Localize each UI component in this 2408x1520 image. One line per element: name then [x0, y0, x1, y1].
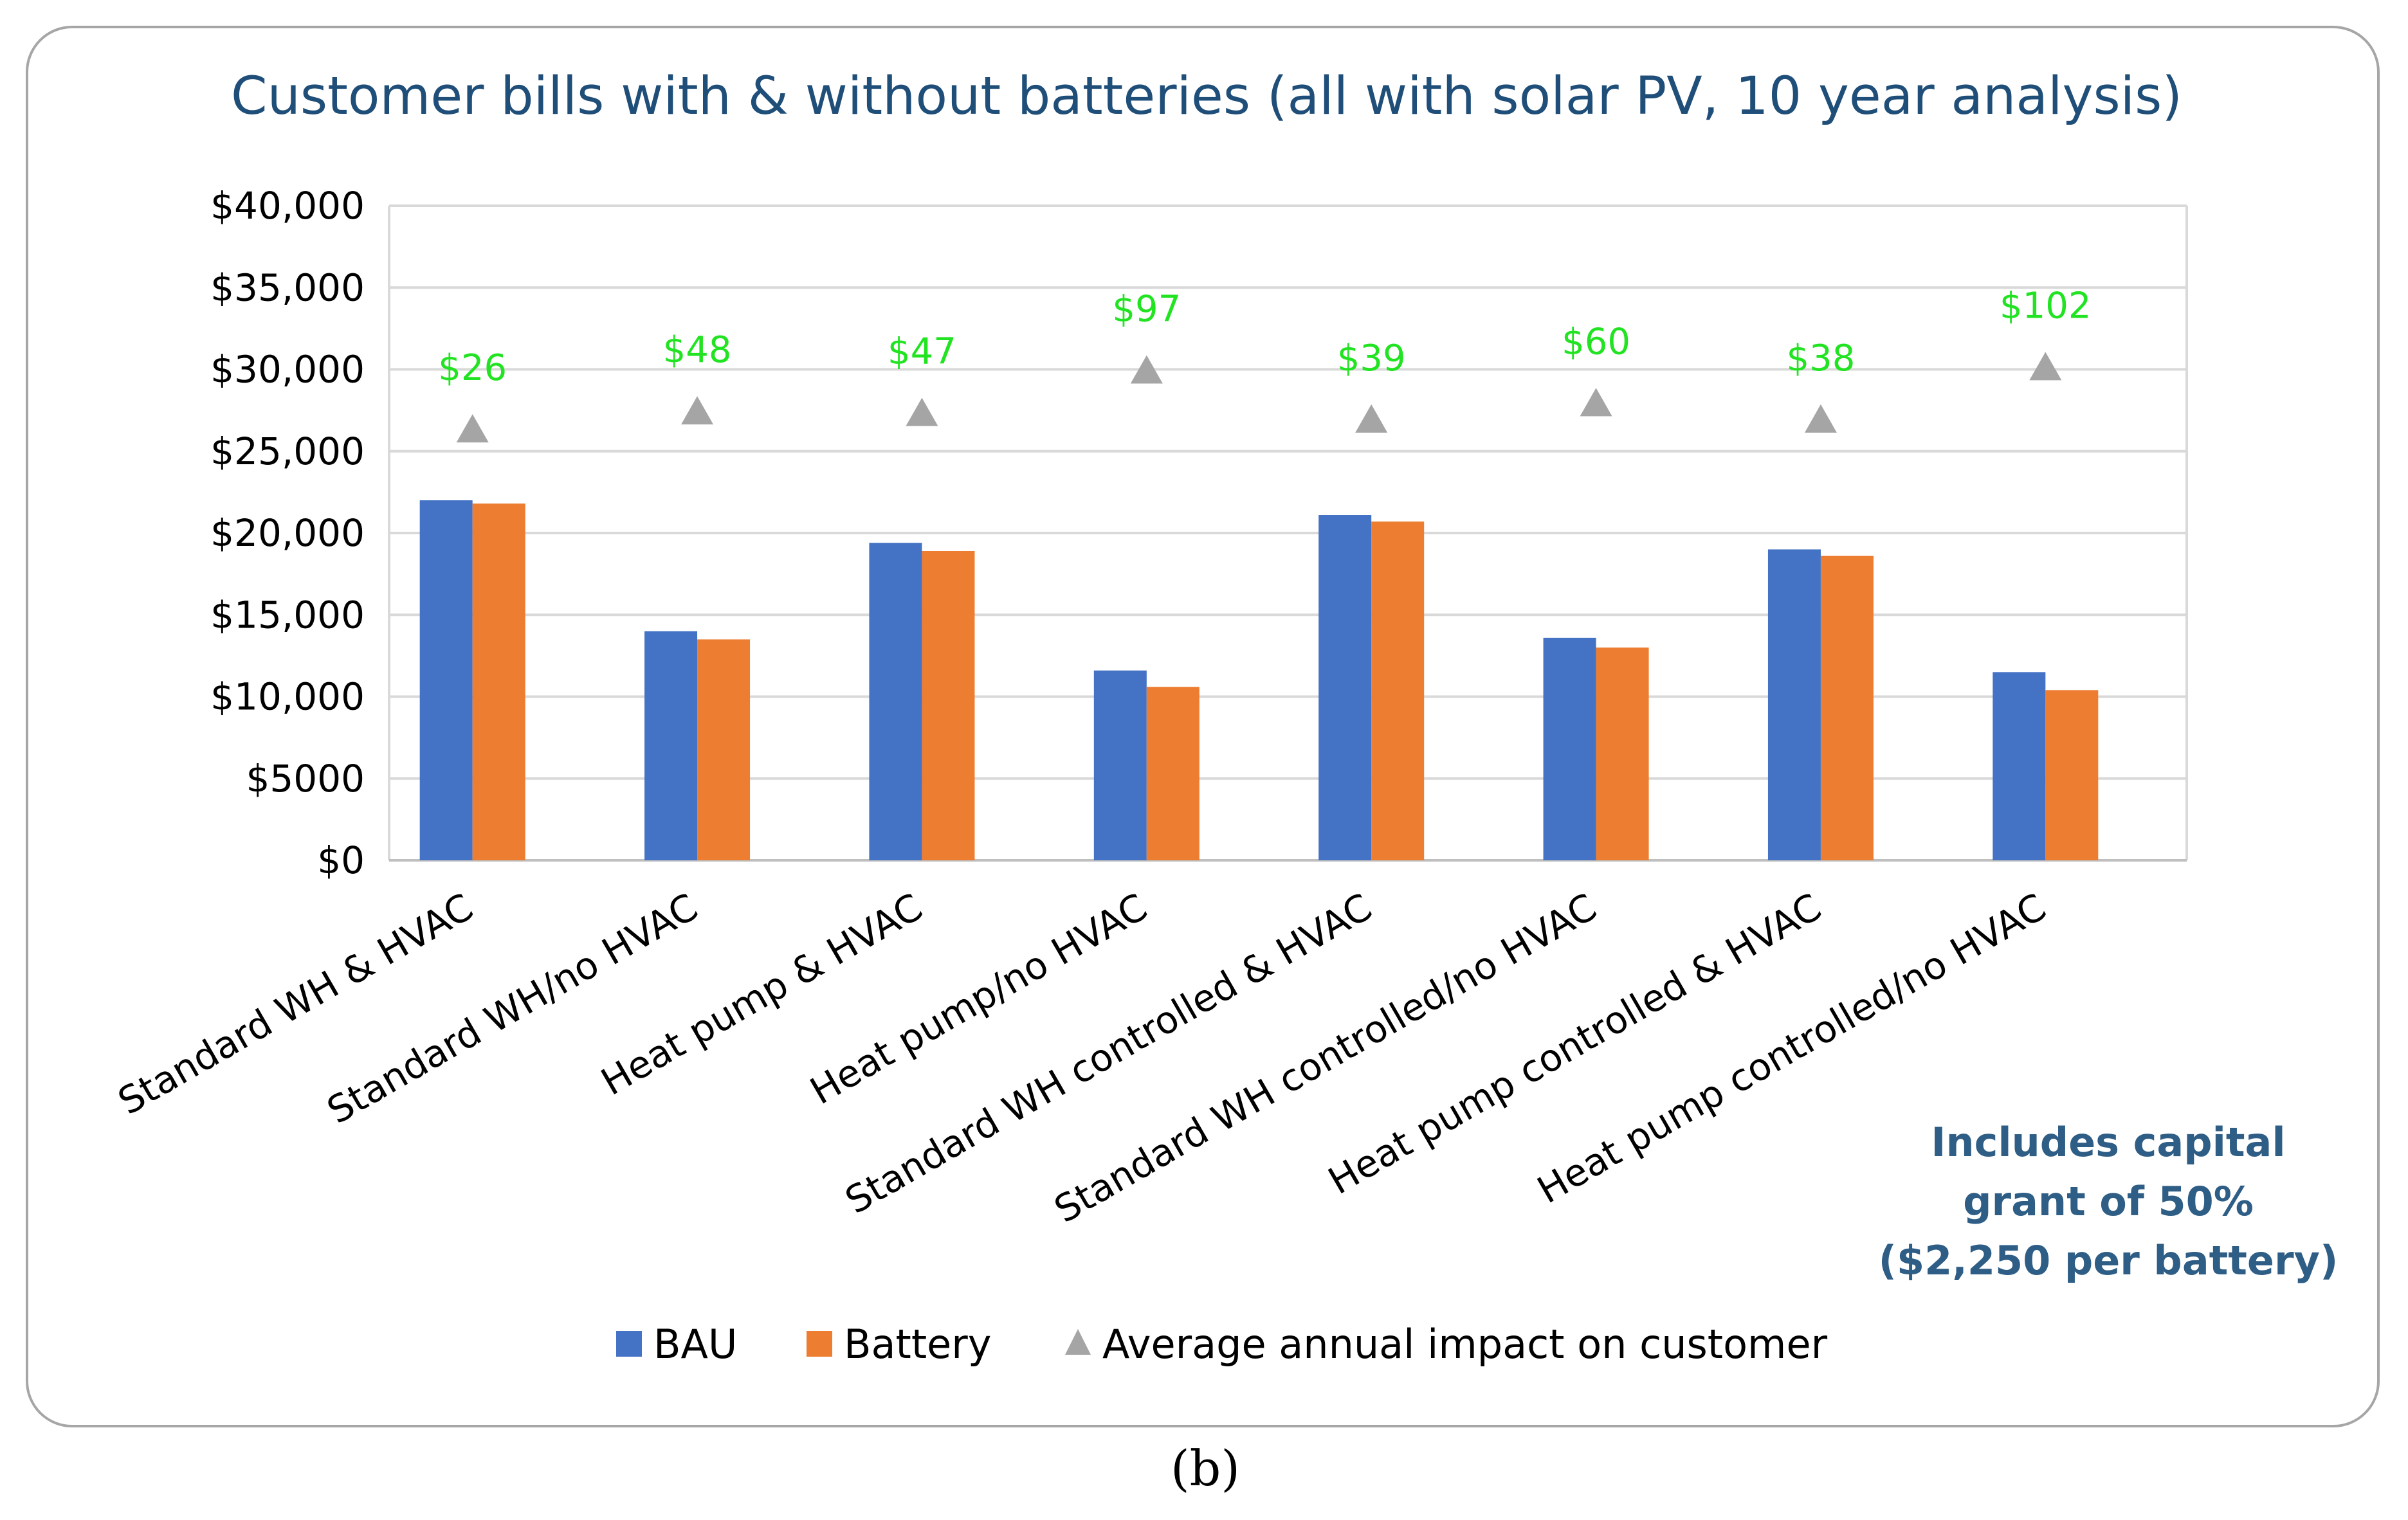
chart-frame — [26, 26, 2380, 1427]
y-tick-label: $20,000 — [210, 511, 365, 555]
legend-label: Battery — [844, 1321, 991, 1368]
impact-triangle-marker — [1580, 388, 1612, 417]
legend-swatch-triangle — [1065, 1329, 1091, 1355]
bar-bau — [419, 500, 473, 860]
impact-data-label: $97 — [1112, 289, 1181, 330]
impact-data-label: $38 — [1786, 338, 1855, 379]
impact-data-label: $102 — [2000, 285, 2092, 327]
legend-swatch-bau — [616, 1331, 642, 1357]
bar-bau — [1993, 672, 2046, 860]
impact-triangle-marker — [1804, 404, 1837, 433]
bar-bau — [644, 631, 698, 860]
bar-bau — [1093, 670, 1147, 860]
legend: BAU Battery Average annual impact on custo… — [616, 1321, 1828, 1368]
legend-label: BAU — [653, 1321, 737, 1368]
y-tick-label: $10,000 — [210, 675, 365, 719]
x-tick-label: Standard WH/no HVAC — [320, 885, 705, 1132]
y-tick-label: $40,000 — [210, 184, 365, 228]
bar-bau — [869, 543, 922, 860]
y-tick-label: $15,000 — [210, 593, 365, 637]
bar-bau — [1543, 637, 1596, 860]
bar-battery — [697, 639, 751, 860]
impact-data-label: $47 — [888, 331, 956, 373]
bar-battery — [1371, 521, 1425, 860]
note-line: grant of 50% — [1963, 1178, 2254, 1225]
figure-caption: (b) — [1171, 1440, 1240, 1497]
impact-triangle-marker — [456, 414, 489, 443]
impact-data-label: $48 — [663, 329, 732, 371]
bar-battery — [1146, 687, 1199, 860]
bars — [419, 500, 2099, 860]
impact-data-label: $26 — [438, 347, 507, 389]
bar-battery — [922, 550, 975, 860]
impact-markers — [456, 352, 2062, 443]
impact-triangle-marker — [1355, 404, 1388, 433]
note-line: ($2,250 per battery) — [1879, 1237, 2339, 1284]
chart-title: Customer bills with & without batteries … — [231, 66, 2182, 127]
legend-label: Average annual impact on customer — [1102, 1321, 1828, 1368]
impact-triangle-marker — [681, 396, 714, 425]
y-axis: $0 $5000 $10,000 $15,000 $20,000 $25,000 $30,0… — [210, 184, 365, 882]
impact-triangle-marker — [1130, 355, 1163, 384]
impact-data-label: $39 — [1337, 338, 1406, 379]
bar-battery — [1820, 556, 1874, 860]
x-tick-label: Standard WH & HVAC — [111, 885, 480, 1123]
bar-bau — [1318, 515, 1372, 860]
bar-battery — [1596, 647, 1649, 860]
impact-triangle-marker — [906, 397, 938, 426]
note-line: Includes capital — [1931, 1119, 2285, 1166]
y-tick-label: $0 — [317, 838, 365, 882]
bar-battery — [2045, 690, 2099, 860]
impact-triangle-marker — [2029, 352, 2062, 381]
y-tick-label: $5000 — [246, 757, 365, 801]
data-labels: $26 $48 $47 $97 $39 $60 $38 $102 — [438, 285, 2091, 389]
y-tick-label: $35,000 — [210, 266, 365, 309]
y-tick-label: $25,000 — [210, 430, 365, 473]
y-tick-label: $30,000 — [210, 348, 365, 392]
bar-bau — [1767, 549, 1821, 860]
capital-grant-note: Includes capital grant of 50% ($2,250 per … — [1879, 1119, 2339, 1284]
bar-battery — [472, 503, 525, 860]
impact-data-label: $60 — [1562, 321, 1630, 363]
legend-swatch-battery — [807, 1331, 832, 1357]
